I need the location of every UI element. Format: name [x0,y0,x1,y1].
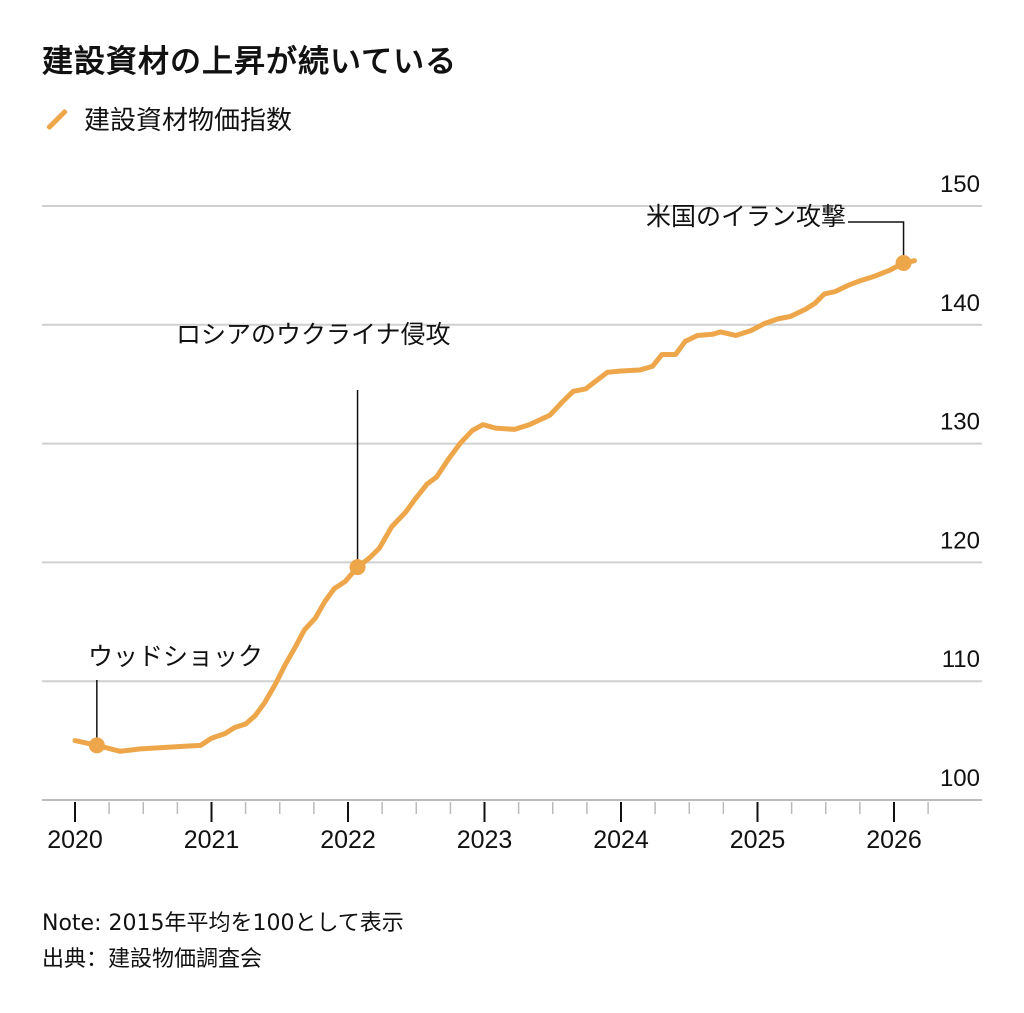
legend-label: 建設資材物価指数 [84,106,293,136]
annotation-point [88,737,105,754]
y-tick-label: 140 [940,290,980,317]
x-tick-label: 2024 [593,826,649,854]
y-tick-label: 120 [940,527,980,554]
legend: 建設資材物価指数 [42,100,292,137]
x-tick-label: 2020 [47,826,103,854]
x-tick-label: 2025 [730,826,786,854]
note-text: Note: 2015年平均を100として表示 [42,911,404,936]
annotation-label: ウッドショック [88,642,263,671]
y-tick-label: 110 [942,646,980,673]
chart-title: 建設資材の上昇が続いている [42,44,458,80]
annotation-point [895,255,912,272]
x-tick-label: 2022 [320,826,376,854]
x-tick-label: 2026 [866,826,922,854]
chart-notes: Note: 2015年平均を100として表示 出典：建設物価調査会 [42,906,404,978]
x-tick-label: 2021 [184,826,240,854]
series-line [72,258,917,754]
annotation-label: 米国のイラン攻撃 [646,202,846,231]
annotation-label: ロシアのウクライナ侵攻 [176,320,451,349]
annotation-point [349,559,366,576]
y-tick-label: 100 [940,765,980,792]
source-text: 出典：建設物価調査会 [42,947,263,972]
y-tick-label: 150 [940,171,980,198]
y-tick-label: 130 [940,409,980,436]
annotation-leader [848,221,905,264]
x-tick-label: 2023 [457,826,513,854]
